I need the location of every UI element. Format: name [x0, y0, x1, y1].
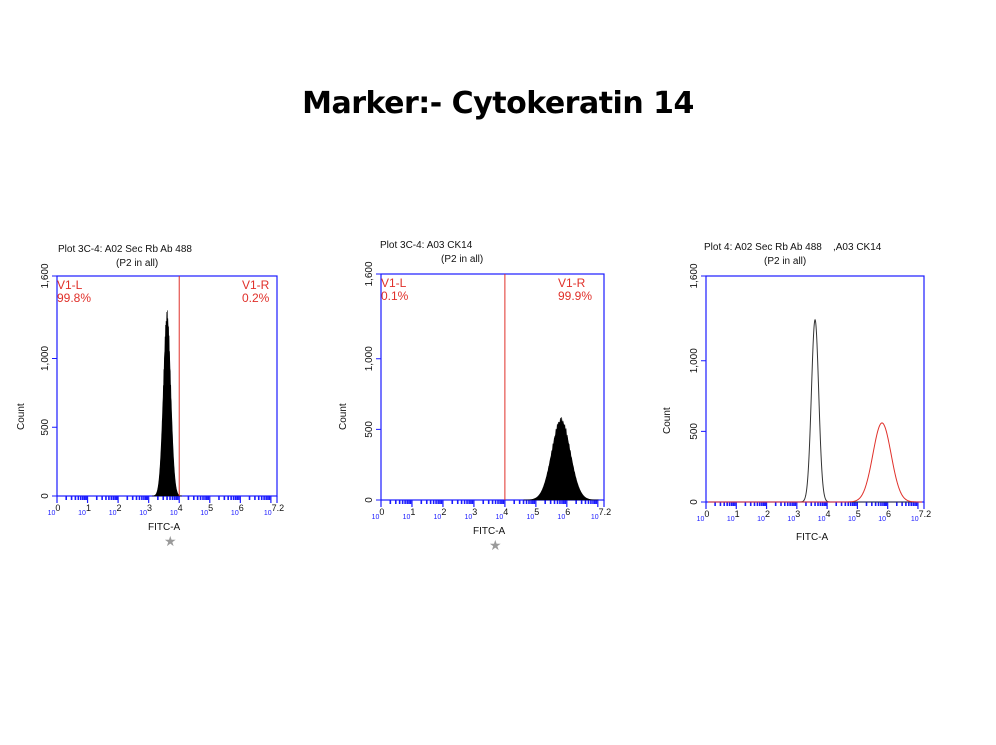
x-tick-label: 101	[403, 507, 416, 521]
gate-left-percent: 0.1%	[381, 289, 409, 303]
y-axis-label: Count	[16, 403, 27, 430]
x-tick-label: 100	[372, 507, 385, 521]
x-tick-label: 101	[727, 509, 740, 523]
plot-title: Plot 4: A02 Sec Rb Ab 488 ,A03 CK14	[704, 242, 882, 253]
x-tick-label: 102	[434, 507, 447, 521]
histogram-line	[708, 422, 923, 503]
plot-subtitle: (P2 in all)	[441, 254, 484, 265]
x-tick-label: 105	[526, 507, 539, 521]
x-axis-label: FITC-A	[473, 526, 506, 537]
x-tick-label: 102	[757, 509, 770, 523]
plot-title: Plot 3C-4: A03 CK14	[380, 240, 473, 251]
plot-frame	[705, 275, 925, 503]
x-tick-label: 104	[495, 507, 508, 521]
x-tick-label: 103	[139, 503, 152, 517]
y-tick-label: 0	[364, 497, 375, 503]
gate-left-name: V1-L	[57, 278, 83, 292]
plot-subtitle: (P2 in all)	[116, 258, 159, 269]
x-tick-label: 105	[200, 503, 213, 517]
y-tick-label: 0	[689, 499, 700, 505]
page-title: Marker:- Cytokeratin 14	[302, 86, 694, 121]
gate-left-percent: 99.8%	[57, 291, 92, 305]
y-tick-label: 1,600	[40, 263, 51, 288]
histogram-fill	[152, 310, 183, 497]
x-tick-label: 103	[465, 507, 478, 521]
y-tick-label: 1,600	[689, 263, 700, 288]
x-tick-label: 100	[697, 509, 710, 523]
x-tick-label: 107.2	[264, 503, 284, 517]
y-tick-label: 1,000	[364, 346, 375, 371]
star-marker: ★	[489, 537, 502, 553]
y-axis-label: Count	[662, 407, 673, 434]
x-axis-label: FITC-A	[796, 532, 829, 543]
x-tick-label: 102	[109, 503, 122, 517]
gate-right-percent: 99.9%	[558, 289, 593, 303]
histogram-fill	[523, 417, 599, 501]
y-tick-label: 1,000	[40, 346, 51, 371]
x-tick-label: 101	[78, 503, 91, 517]
gate-right-name: V1-R	[242, 278, 270, 292]
y-tick-label: 500	[40, 418, 51, 435]
x-axis-label: FITC-A	[148, 522, 181, 533]
x-tick-label: 105	[848, 509, 861, 523]
x-tick-label: 107.2	[911, 509, 931, 523]
y-tick-label: 0	[40, 493, 51, 499]
y-tick-label: 1,600	[364, 261, 375, 286]
y-tick-label: 1,000	[689, 348, 700, 373]
plot-title: Plot 3C-4: A02 Sec Rb Ab 488	[58, 244, 192, 255]
x-tick-label: 104	[170, 503, 183, 517]
y-tick-label: 500	[364, 421, 375, 438]
x-tick-label: 106	[878, 509, 891, 523]
histogram-plot: 0 500 1,000 1,600 100 101 102 103 104 105 106 107.2	[40, 263, 284, 517]
x-tick-label: 103	[787, 509, 800, 523]
histogram-line	[708, 318, 923, 503]
gate-right-name: V1-R	[558, 276, 586, 290]
histogram-panel-1: Plot 3C-4: A02 Sec Rb Ab 488 (P2 in all)…	[16, 230, 316, 560]
gate-right-percent: 0.2%	[242, 291, 270, 305]
x-tick-label: 104	[818, 509, 831, 523]
histogram-panel-2: Plot 3C-4: A03 CK14 (P2 in all) 0 500 1,00…	[338, 230, 638, 560]
x-tick-label: 106	[557, 507, 570, 521]
y-tick-label: 500	[689, 423, 700, 440]
overlay-histogram-plot: 0 500 1,000 1,600 100 101 102 103 104 105 106 107.2	[689, 263, 931, 523]
gate-left-name: V1-L	[381, 276, 407, 290]
y-axis-label: Count	[338, 403, 349, 430]
x-tick-label: 106	[231, 503, 244, 517]
x-tick-label: 107.2	[591, 507, 611, 521]
star-marker: ★	[164, 533, 177, 549]
plot-subtitle: (P2 in all)	[764, 256, 807, 267]
histogram-panel-3: Plot 4: A02 Sec Rb Ab 488 ,A03 CK14 (P2 …	[662, 230, 962, 560]
x-tick-label: 100	[48, 503, 61, 517]
histogram-plot: 0 500 1,000 1,600 100 101 102 103 104 105 106 107.2	[364, 261, 611, 521]
